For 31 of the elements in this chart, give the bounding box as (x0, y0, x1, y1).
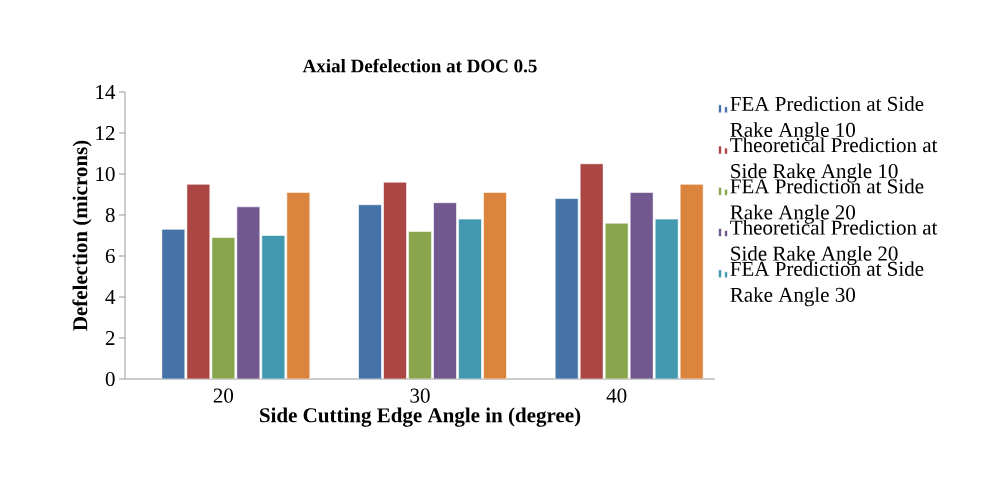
bar (186, 183, 211, 379)
y-tick-label: 12 (96, 126, 115, 140)
x-axis-title: Side Cutting Edge Angle in (degree) (260, 407, 581, 427)
bar (433, 202, 457, 379)
bar (358, 204, 382, 379)
bar (236, 206, 261, 379)
bar (654, 218, 679, 379)
y-tick-label: 10 (96, 166, 115, 182)
x-tick-label: 20 (213, 388, 234, 403)
bar (679, 183, 704, 379)
bar (286, 192, 311, 379)
bar (604, 222, 629, 379)
y-tick-label: 4 (105, 290, 116, 304)
bar (161, 229, 186, 379)
bar (579, 163, 604, 379)
x-tick-label: 30 (410, 388, 430, 403)
bar (458, 218, 482, 379)
bar (408, 231, 432, 379)
bar (383, 181, 407, 379)
y-tick-label: 2 (105, 331, 115, 345)
y-tick-label: 8 (105, 207, 115, 223)
bar (554, 198, 579, 379)
y-tick-label: 14 (96, 85, 116, 99)
bar (261, 235, 286, 379)
chart-title: Axial Defelection at DOC 0.5 (302, 58, 537, 73)
bar (211, 237, 236, 379)
bar (629, 192, 654, 379)
y-tick-label: 0 (105, 371, 115, 387)
y-axis-title: Defelection (microns) (72, 140, 92, 331)
y-tick-label: 6 (105, 248, 115, 264)
x-tick-label: 40 (606, 388, 627, 403)
